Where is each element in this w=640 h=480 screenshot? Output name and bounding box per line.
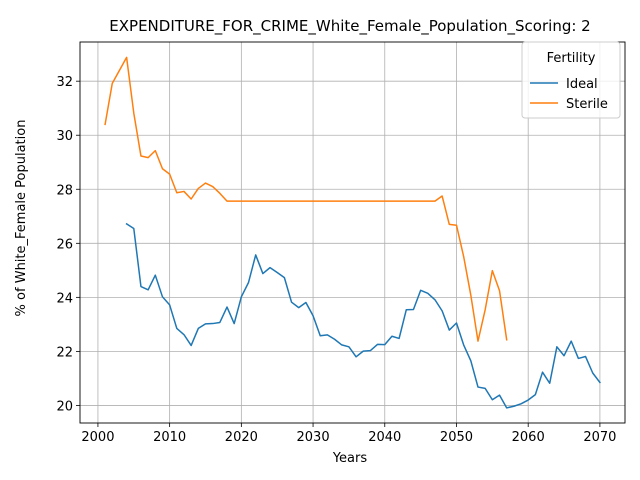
y-tick-label: 28 [56,183,73,198]
x-tick-label: 2050 [440,430,473,445]
plot-area-frame [79,41,626,424]
y-axis-label: % of White_Female Population [14,120,29,317]
y-tick-label: 20 [56,399,73,414]
y-tick-label: 26 [56,237,73,252]
y-tick-label: 22 [56,345,73,360]
series-layer [104,56,601,409]
x-tick-label: 2060 [512,430,545,445]
legend-label-ideal: Ideal [566,77,598,92]
y-tick-label: 32 [56,75,73,90]
x-tick-label: 2000 [81,430,114,445]
y-tick-label: 24 [56,291,73,306]
x-axis-ticks: 2000 2010 2020 2030 2040 2050 2060 2070 [81,423,616,445]
x-axis-label: Years [332,451,368,466]
x-tick-label: 2040 [368,430,401,445]
x-tick-label: 2010 [153,430,186,445]
legend-box [521,41,621,119]
legend-label-sterile: Sterile [566,97,608,112]
y-tick-label: 30 [56,129,73,144]
x-tick-label: 2030 [297,430,330,445]
legend: Fertility Ideal Sterile [521,41,621,119]
x-tick-label: 2020 [225,430,258,445]
y-axis-ticks: 20 22 24 26 28 30 32 [56,75,80,414]
series-line-sterile [104,56,508,342]
legend-title: Fertility [547,51,596,66]
series-line-ideal [125,222,601,409]
x-tick-label: 2070 [583,430,616,445]
chart-title: EXPENDITURE_FOR_CRIME_White_Female_Popul… [109,17,590,36]
